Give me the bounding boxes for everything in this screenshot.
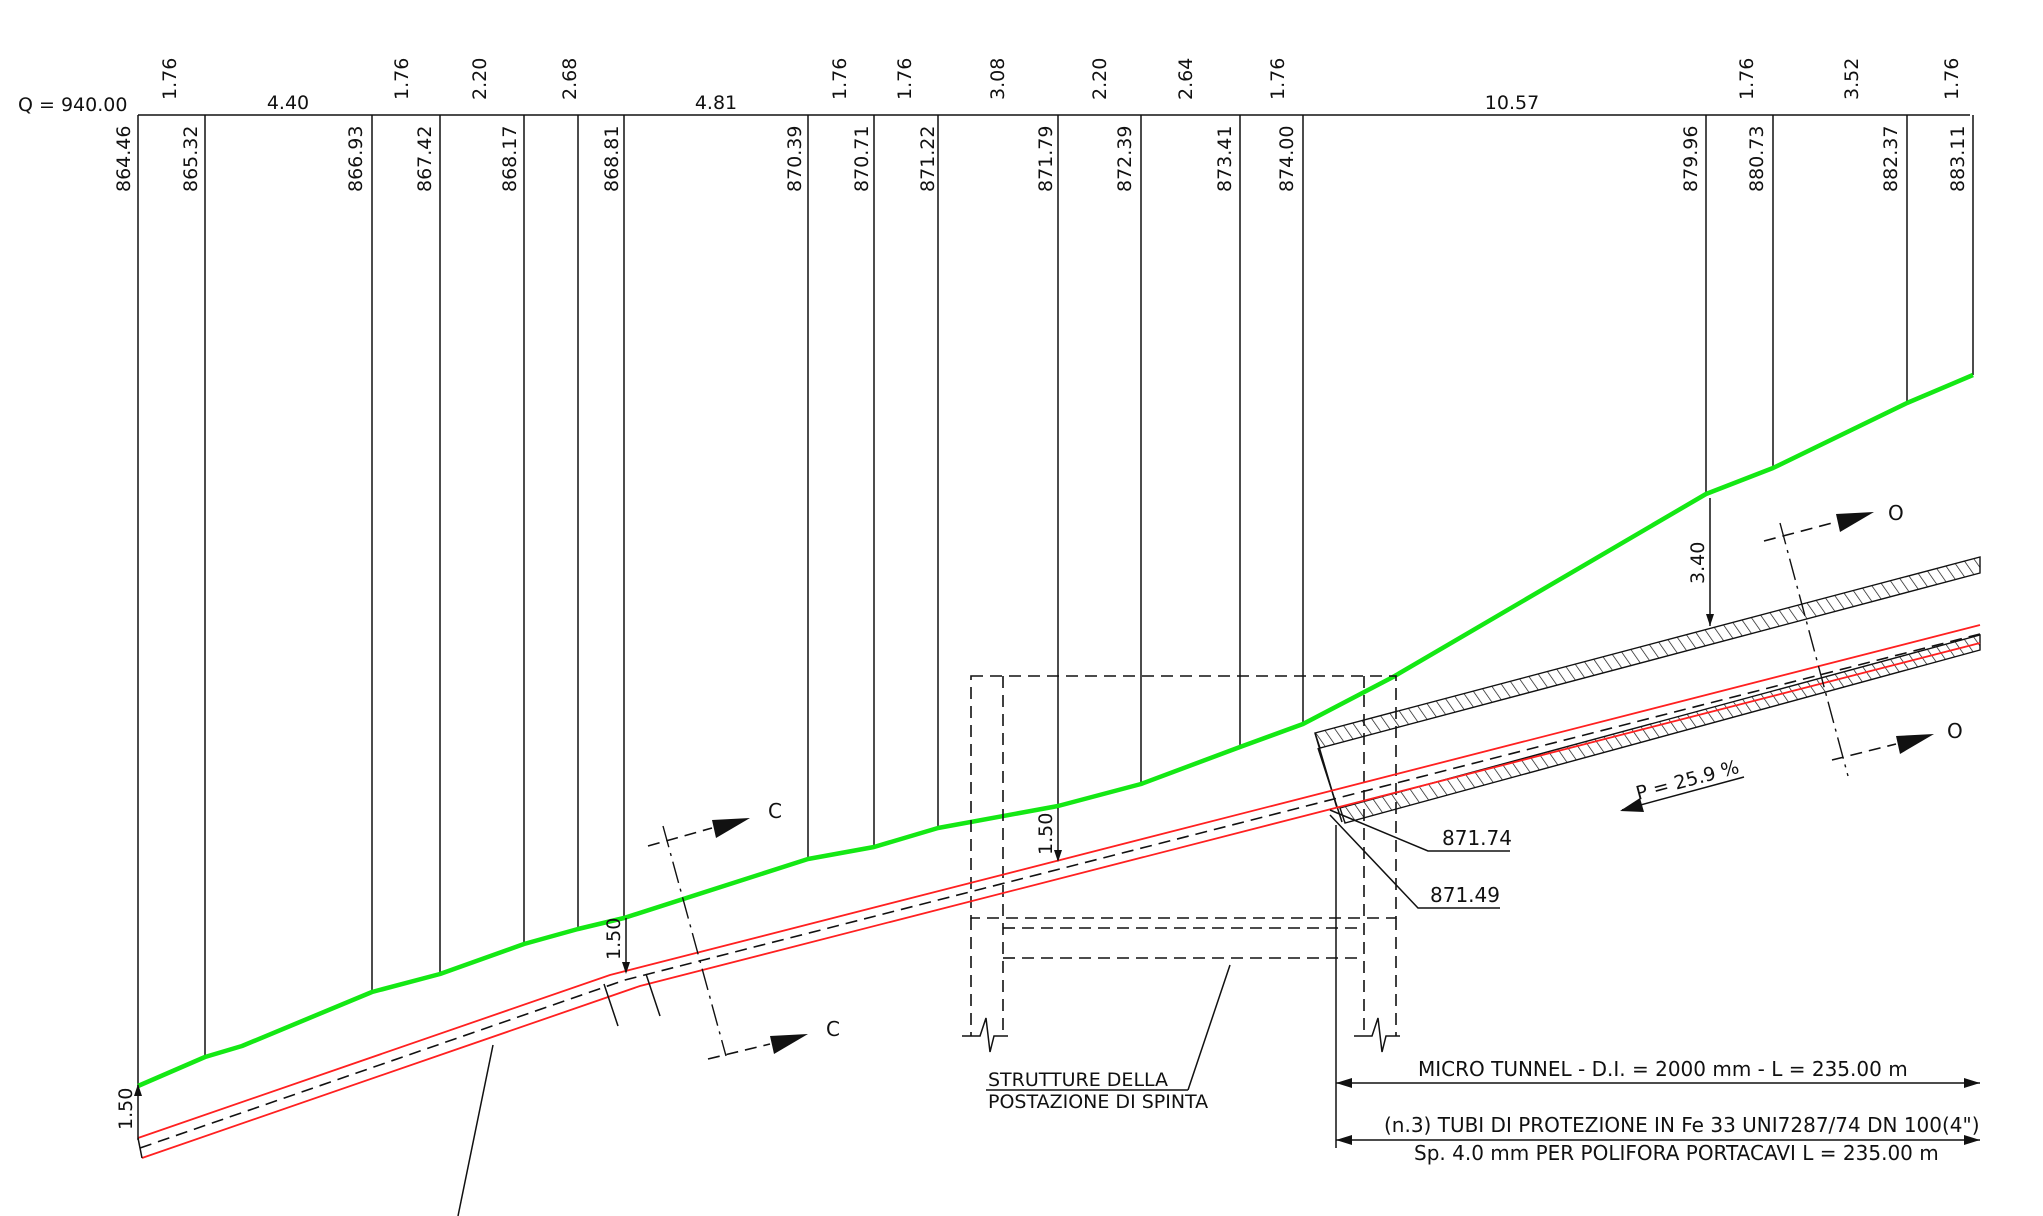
section-o-label: O — [1888, 501, 1904, 525]
slope-indicator: P = 25.9 % — [1620, 756, 1745, 812]
pipes-note-line: Sp. 4.0 mm PER POLIFORA PORTACAVI L = 23… — [1414, 1141, 1939, 1165]
section-o-cut: O O — [1763, 501, 1963, 777]
ground-elevation: 871.22 — [917, 126, 939, 192]
partial-distance: 4.81 — [695, 92, 737, 114]
thrust-station-structure — [962, 675, 1400, 1053]
protection-pipes — [137, 624, 1981, 1159]
ground-elevation: 882.37 — [1880, 126, 1902, 192]
partial-distance: 1.76 — [159, 58, 181, 100]
ground-elevation: 868.81 — [601, 126, 623, 192]
partial-distance: 2.68 — [559, 58, 581, 100]
ground-elevation: 866.93 — [345, 126, 367, 192]
cover-depth-label: 1.50 — [603, 918, 625, 960]
pipe-elevation-top: 871.74 — [1442, 826, 1512, 850]
ground-elevation: 870.71 — [851, 126, 873, 192]
ground-elevation: 879.96 — [1680, 126, 1702, 192]
ground-elevation: 880.73 — [1746, 126, 1768, 192]
ground-elevations: 864.46 865.32 866.93 867.42 868.17 868.8… — [113, 126, 1969, 192]
partial-distance: 1.76 — [894, 58, 916, 100]
structure-note-line: STRUTTURE DELLA — [988, 1069, 1168, 1091]
ground-elevation: 865.32 — [180, 126, 202, 192]
cover-depth-label: 1.50 — [1035, 813, 1057, 855]
station-lines — [137, 115, 1974, 1086]
micro-tunnel — [1314, 556, 1981, 824]
ground-elevation: 871.79 — [1035, 126, 1057, 192]
ground-profile-line — [137, 372, 1974, 1089]
pipe-elevation-callouts: 871.74 871.49 — [1329, 809, 1512, 909]
cover-dimensions: 1.50 1.50 1.50 3.40 — [115, 498, 1714, 1140]
partial-distance: 1.76 — [1267, 58, 1289, 100]
cover-depth-label: 3.40 — [1687, 542, 1709, 584]
ground-elevation: 867.42 — [414, 126, 436, 192]
partial-distance: 2.64 — [1175, 58, 1197, 100]
partial-distance: 4.40 — [267, 92, 309, 114]
partial-distance: 2.20 — [1089, 58, 1111, 100]
section-c-label: C — [768, 799, 782, 823]
structure-note: STRUTTURE DELLA POSTAZIONE DI SPINTA — [986, 964, 1231, 1113]
partial-distance: 2.20 — [469, 58, 491, 100]
ground-elevation: 872.39 — [1114, 126, 1136, 192]
partial-distance: 1.76 — [1736, 58, 1758, 100]
datum-label: Q = 940.00 — [18, 94, 127, 116]
cover-depth-label: 1.50 — [115, 1088, 137, 1130]
ground-elevation: 874.00 — [1276, 126, 1298, 192]
ground-elevation: 883.11 — [1947, 126, 1969, 192]
partial-distance: 10.57 — [1485, 92, 1539, 114]
tunnel-note: MICRO TUNNEL - D.I. = 2000 mm - L = 235.… — [1418, 1057, 1908, 1081]
ground-elevation: 864.46 — [113, 126, 135, 192]
partial-distances: 1.76 4.40 1.76 2.20 2.68 4.81 1.76 1.76 … — [159, 58, 1963, 114]
partial-distance: 1.76 — [391, 58, 413, 100]
tunnel-dimension: MICRO TUNNEL - D.I. = 2000 mm - L = 235.… — [1335, 825, 1980, 1165]
pipes-note-line: (n.3) TUBI DI PROTEZIONE IN Fe 33 UNI728… — [1384, 1113, 1980, 1137]
partial-distance: 1.76 — [1941, 58, 1963, 100]
ground-elevation: 868.17 — [499, 126, 521, 192]
partial-distance: 1.76 — [829, 58, 851, 100]
partial-distance: 3.52 — [1841, 58, 1863, 100]
structure-note-line: POSTAZIONE DI SPINTA — [988, 1091, 1208, 1113]
slope-label: P = 25.9 % — [1634, 756, 1742, 805]
pipe-elevation-bottom: 871.49 — [1430, 883, 1500, 907]
pipe-leader-line — [457, 1044, 494, 1216]
section-c-cut: C C — [647, 799, 840, 1060]
section-o-label: O — [1947, 719, 1963, 743]
section-c-label: C — [826, 1017, 840, 1041]
ground-elevation: 873.41 — [1214, 126, 1236, 192]
ground-elevation: 870.39 — [784, 126, 806, 192]
partial-distance: 3.08 — [987, 58, 1009, 100]
